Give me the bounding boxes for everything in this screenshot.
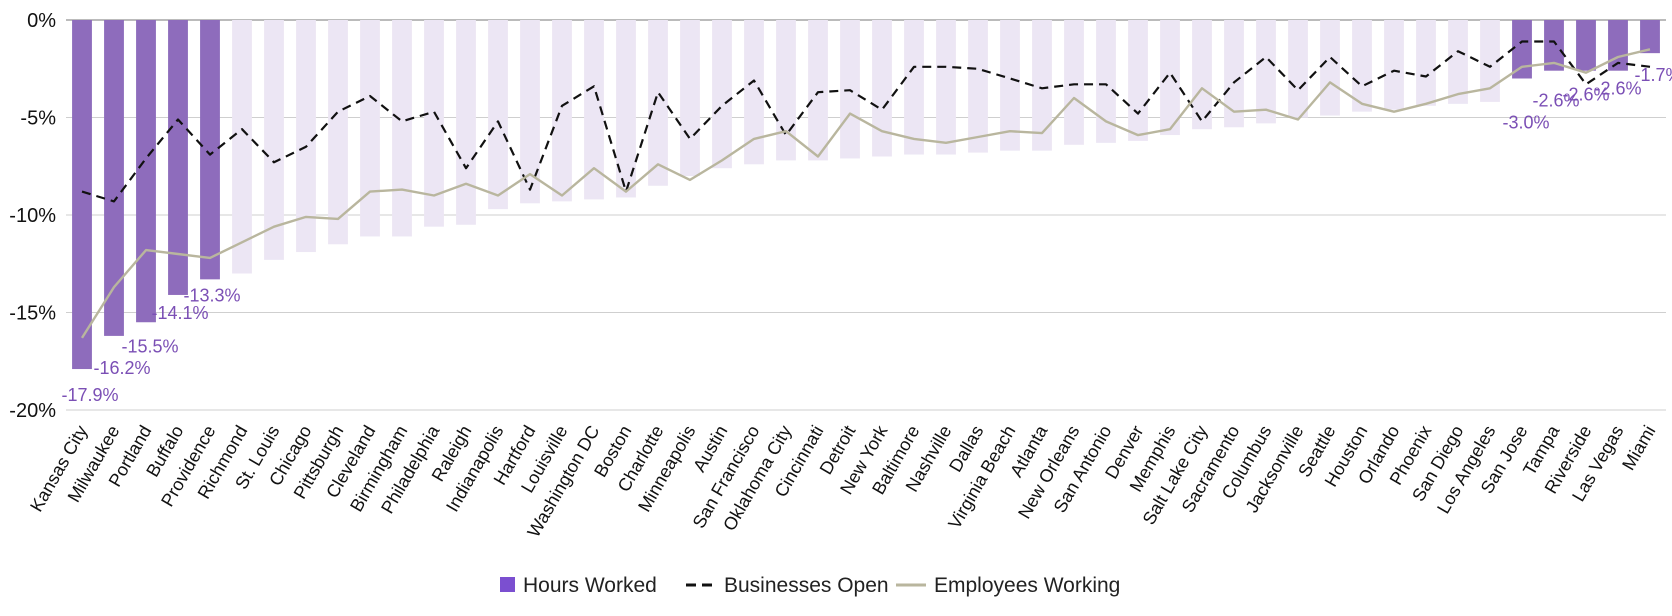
bar bbox=[1224, 20, 1244, 128]
employees-working-line bbox=[80, 48, 1651, 339]
bar bbox=[776, 20, 796, 161]
bar bbox=[232, 20, 252, 274]
bar bbox=[360, 20, 380, 237]
data-label: -3.0% bbox=[1502, 113, 1549, 133]
bar bbox=[1096, 20, 1116, 143]
bar bbox=[1480, 20, 1500, 102]
x-axis-category-labels: Kansas CityMilwaukeePortlandBuffaloProvi… bbox=[26, 421, 1659, 540]
bar bbox=[200, 20, 220, 280]
bar bbox=[552, 20, 572, 202]
bar bbox=[1416, 20, 1436, 106]
bar bbox=[712, 20, 732, 169]
bar bbox=[904, 20, 924, 155]
bar bbox=[1000, 20, 1020, 151]
bar bbox=[584, 20, 604, 200]
bar bbox=[1288, 20, 1308, 118]
legend: Hours Worked Businesses Open Employees Wor… bbox=[500, 574, 1120, 597]
bar bbox=[72, 20, 92, 370]
bar bbox=[392, 20, 412, 237]
bar bbox=[168, 20, 188, 295]
bar-series bbox=[72, 20, 1660, 370]
bar bbox=[520, 20, 540, 204]
data-label: -1.7% bbox=[1634, 65, 1672, 85]
data-label: -14.1% bbox=[151, 303, 208, 323]
bar bbox=[136, 20, 156, 323]
bar bbox=[680, 20, 700, 176]
bar bbox=[1544, 20, 1564, 71]
data-labels: -17.9%-16.2%-15.5%-14.1%-13.3%-3.0%-2.6%… bbox=[61, 65, 1672, 405]
bar bbox=[488, 20, 508, 210]
data-label: -2.6% bbox=[1532, 91, 1579, 111]
bar bbox=[328, 20, 348, 245]
data-label: -15.5% bbox=[121, 336, 178, 356]
bar bbox=[872, 20, 892, 157]
bar bbox=[1352, 20, 1372, 112]
legend-label: Employees Working bbox=[934, 574, 1120, 597]
bar bbox=[456, 20, 476, 225]
y-tick-label: -5% bbox=[20, 108, 56, 130]
legend-swatch-hours-worked bbox=[500, 577, 515, 592]
x-tick-label: Miami bbox=[1618, 422, 1659, 474]
y-axis-tick-labels: 0% -5% -10% -15% -20% bbox=[9, 10, 56, 422]
data-label: -2.6% bbox=[1594, 79, 1641, 99]
bar bbox=[616, 20, 636, 198]
bar bbox=[1320, 20, 1340, 116]
businesses-open-line bbox=[81, 40, 1651, 203]
y-tick-label: 0% bbox=[27, 10, 56, 32]
data-label: -17.9% bbox=[61, 385, 118, 405]
bar bbox=[808, 20, 828, 161]
bar bbox=[936, 20, 956, 155]
bar bbox=[1640, 20, 1660, 54]
bar bbox=[648, 20, 668, 186]
bar bbox=[1512, 20, 1532, 79]
bar bbox=[1160, 20, 1180, 136]
bar bbox=[424, 20, 444, 227]
y-tick-label: -10% bbox=[9, 205, 56, 227]
bar bbox=[1032, 20, 1052, 151]
bar bbox=[1608, 20, 1628, 71]
bar bbox=[968, 20, 988, 153]
line-series bbox=[80, 40, 1651, 339]
bar bbox=[1128, 20, 1148, 141]
legend-label: Businesses Open bbox=[724, 574, 889, 597]
bar bbox=[264, 20, 284, 260]
bar bbox=[1064, 20, 1084, 145]
bar bbox=[1256, 20, 1276, 124]
bar bbox=[744, 20, 764, 165]
legend-label: Hours Worked bbox=[523, 574, 657, 597]
bar bbox=[104, 20, 124, 336]
data-label: -16.2% bbox=[93, 358, 150, 378]
bar bbox=[1576, 20, 1596, 71]
data-label: -2.6% bbox=[1562, 85, 1609, 105]
bar bbox=[296, 20, 316, 253]
bar bbox=[1384, 20, 1404, 110]
data-label: -13.3% bbox=[183, 285, 240, 305]
y-tick-label: -15% bbox=[9, 303, 56, 325]
bar bbox=[1192, 20, 1212, 130]
y-tick-label: -20% bbox=[9, 400, 56, 422]
bar bbox=[1448, 20, 1468, 104]
